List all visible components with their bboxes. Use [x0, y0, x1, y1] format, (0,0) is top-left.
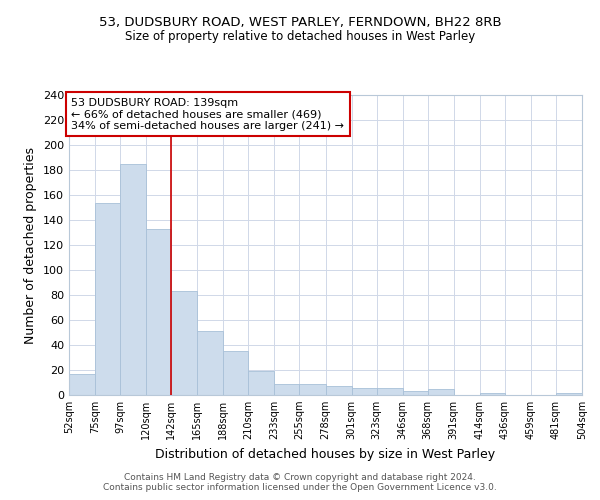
Text: Contains HM Land Registry data © Crown copyright and database right 2024.
Contai: Contains HM Land Registry data © Crown c… — [103, 473, 497, 492]
Bar — [223, 351, 248, 395]
Bar — [325, 386, 352, 395]
Text: 53, DUDSBURY ROAD, WEST PARLEY, FERNDOWN, BH22 8RB: 53, DUDSBURY ROAD, WEST PARLEY, FERNDOWN… — [98, 16, 502, 29]
Bar — [120, 164, 146, 395]
Bar — [480, 392, 505, 395]
Bar — [146, 229, 171, 395]
Bar — [248, 371, 274, 395]
Bar — [197, 331, 223, 395]
Bar — [69, 374, 95, 395]
Bar — [556, 392, 582, 395]
Bar — [377, 388, 403, 395]
Bar — [274, 384, 299, 395]
Bar — [352, 388, 377, 395]
Bar — [428, 389, 454, 395]
X-axis label: Distribution of detached houses by size in West Parley: Distribution of detached houses by size … — [155, 448, 496, 460]
Bar — [95, 202, 120, 395]
Text: Size of property relative to detached houses in West Parley: Size of property relative to detached ho… — [125, 30, 475, 43]
Text: 53 DUDSBURY ROAD: 139sqm
← 66% of detached houses are smaller (469)
34% of semi-: 53 DUDSBURY ROAD: 139sqm ← 66% of detach… — [71, 98, 344, 130]
Bar — [171, 291, 197, 395]
Bar — [299, 384, 326, 395]
Y-axis label: Number of detached properties: Number of detached properties — [25, 146, 37, 344]
Bar — [403, 391, 428, 395]
